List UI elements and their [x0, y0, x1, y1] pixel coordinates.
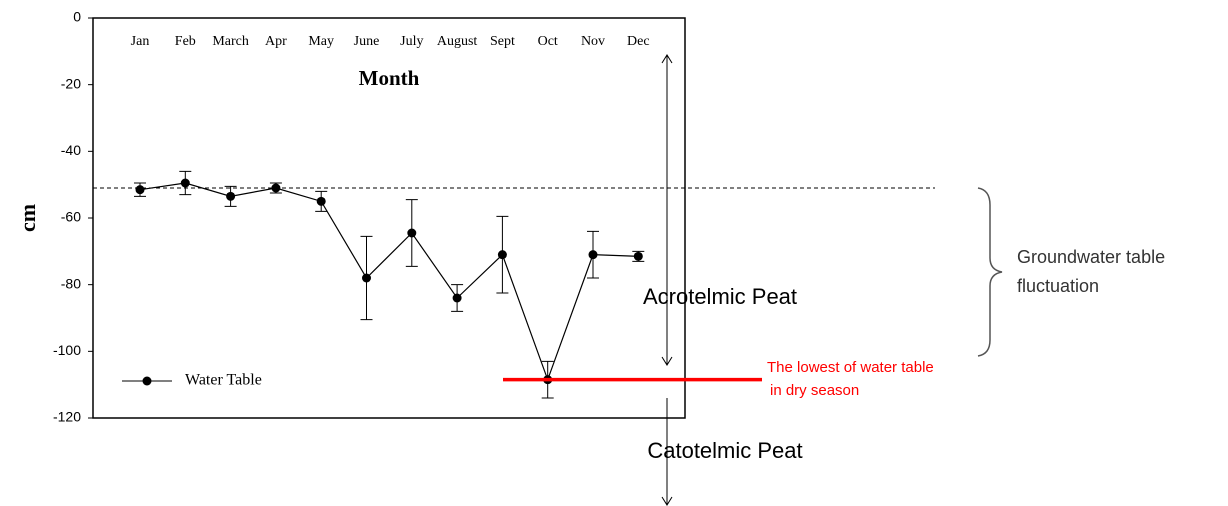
- data-point: [362, 273, 371, 283]
- y-tick-label: -80: [61, 275, 81, 291]
- data-point: [497, 250, 507, 260]
- x-tick-label: Apr: [265, 34, 287, 49]
- y-tick-label: -60: [61, 209, 81, 225]
- x-tick-label: June: [354, 34, 380, 49]
- y-tick-label: -40: [61, 142, 81, 158]
- x-tick-label: Jan: [131, 34, 150, 49]
- x-tick-label: Dec: [627, 34, 650, 49]
- x-tick-label: Oct: [538, 34, 558, 49]
- data-point: [316, 196, 326, 206]
- x-tick-label: Nov: [581, 34, 605, 49]
- y-tick-label: -100: [53, 342, 81, 358]
- data-line: [139, 182, 639, 382]
- legend-marker: [142, 376, 152, 386]
- legend-label: Water Table: [185, 372, 262, 389]
- data-point: [180, 178, 190, 188]
- annotation: Groundwater table: [1017, 247, 1165, 267]
- data-point: [226, 191, 236, 201]
- y-axis-label: cm: [15, 204, 40, 232]
- x-tick-label: August: [437, 34, 478, 49]
- y-tick-label: -20: [61, 75, 81, 91]
- annotation: Acrotelmic Peat: [643, 284, 797, 309]
- data-point: [271, 183, 281, 193]
- brace: [977, 187, 1003, 357]
- annotation: fluctuation: [1017, 276, 1099, 296]
- x-tick-label: Feb: [175, 34, 196, 49]
- annotation: The lowest of water table: [767, 359, 934, 376]
- annotation: in dry season: [770, 382, 859, 399]
- annotation: Catotelmic Peat: [647, 438, 802, 463]
- data-point: [633, 251, 643, 261]
- x-tick-label: July: [400, 34, 423, 49]
- data-point: [407, 228, 417, 238]
- arrow-head: [661, 54, 673, 366]
- y-tick-label: 0: [73, 9, 81, 25]
- x-tick-label: May: [308, 34, 334, 49]
- data-point: [588, 250, 598, 260]
- data-point: [135, 185, 145, 195]
- data-point: [452, 293, 462, 303]
- arrow-head: [661, 496, 673, 506]
- y-tick-label: -120: [53, 409, 81, 425]
- x-tick-label: Sept: [490, 34, 515, 49]
- x-axis-label: Month: [359, 66, 420, 90]
- x-tick-label: March: [212, 34, 249, 49]
